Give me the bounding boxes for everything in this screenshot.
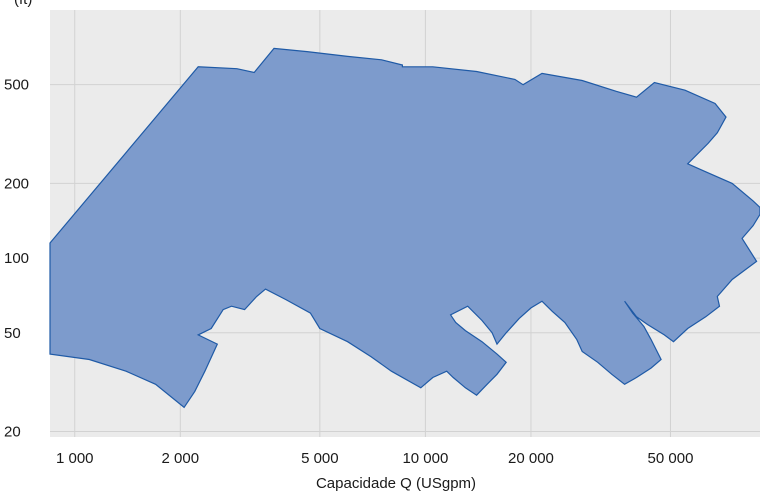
y-tick-label: 50 — [4, 325, 21, 342]
x-axis-title: Capacidade Q (USgpm) — [316, 475, 476, 492]
y-axis-title: (ft) — [14, 0, 32, 8]
y-tick-label: 20 — [4, 423, 21, 440]
x-tick-labels: 1 000 2 000 5 000 10 000 20 000 50 000 — [56, 450, 693, 467]
y-tick-label: 500 — [4, 77, 29, 94]
x-tick-label: 10 000 — [402, 450, 448, 467]
y-tick-label: 100 — [4, 250, 29, 267]
y-tick-labels: 20 50 100 200 500 — [4, 77, 29, 441]
performance-envelope-area — [49, 47, 760, 409]
x-tick-label: 5 000 — [301, 450, 339, 467]
y-tick-label: 200 — [4, 175, 29, 192]
x-tick-label: 1 000 — [56, 450, 94, 467]
x-tick-label: 2 000 — [162, 450, 200, 467]
x-tick-label: 20 000 — [508, 450, 554, 467]
x-tick-label: 50 000 — [648, 450, 694, 467]
